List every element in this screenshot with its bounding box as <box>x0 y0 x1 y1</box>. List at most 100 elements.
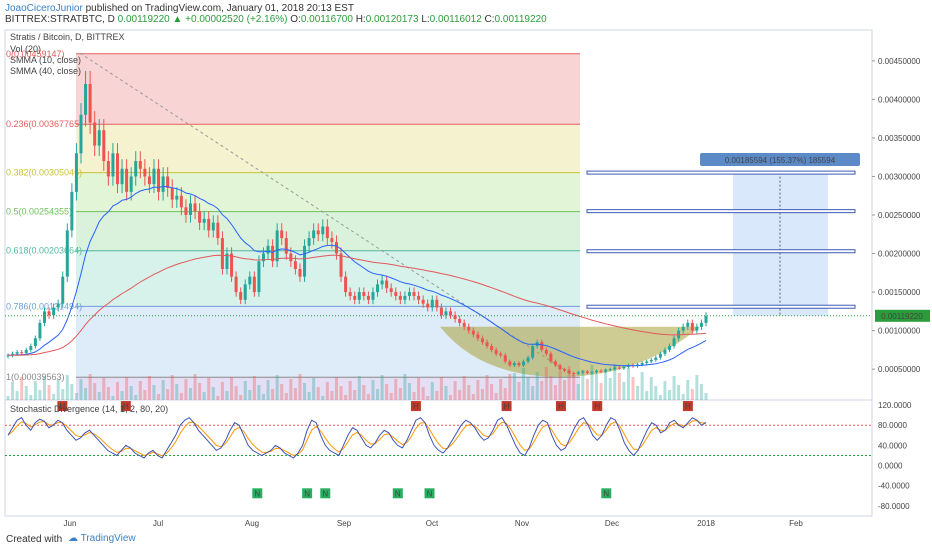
candle-body <box>312 230 316 239</box>
candle-body <box>56 303 60 308</box>
volume-bar <box>376 389 380 400</box>
candle-body <box>503 355 507 362</box>
volume-bar <box>558 371 562 400</box>
volume-bar <box>595 374 599 400</box>
stoch-n-badge-text: N <box>603 489 609 498</box>
volume-bar <box>243 381 247 400</box>
candle-body <box>193 203 197 212</box>
volume-bar <box>61 389 65 400</box>
author-link[interactable]: JoaoCiceroJunior <box>5 3 83 14</box>
candle-body <box>175 195 179 200</box>
x-tick-label: Aug <box>245 519 259 528</box>
volume-bar <box>202 392 206 400</box>
candle-body <box>289 253 293 262</box>
volume-bar <box>120 391 124 400</box>
volume-bar <box>430 382 434 400</box>
candle-body <box>549 353 553 362</box>
candle-body <box>476 334 480 339</box>
volume-bar <box>230 377 234 400</box>
stoch-n-badge-box <box>424 488 435 499</box>
candle-body <box>248 276 252 285</box>
candle-body <box>97 130 101 146</box>
candle-body <box>298 268 302 277</box>
target-level-line <box>586 304 856 309</box>
candle-body <box>599 370 603 372</box>
candle-body <box>499 353 503 356</box>
volume-bar <box>15 391 19 400</box>
candle-body <box>216 222 220 239</box>
fib-label: 0.5(0.00254355) <box>6 207 72 217</box>
candle-body <box>106 161 110 177</box>
volume-bar <box>503 388 507 400</box>
candle-body <box>166 176 170 189</box>
volume-bar <box>129 386 133 400</box>
volume-bar <box>307 392 311 400</box>
x-tick-label: Jul <box>153 519 163 528</box>
stoch-y-tick-label: 0.0000 <box>878 462 903 471</box>
cloud-icon: ☁ <box>68 533 78 544</box>
candle-body <box>303 245 307 277</box>
stoch-n-badge-text: N <box>395 489 401 498</box>
stoch-y-tick-label: 40.0000 <box>878 441 907 450</box>
y-tick-label: 0.00350000 <box>878 134 921 143</box>
change-arrow: ▲ <box>172 14 183 25</box>
volume-bar <box>325 382 329 400</box>
candle-body <box>93 122 97 146</box>
candle-body <box>654 357 658 360</box>
candle-body <box>321 226 325 235</box>
volume-bar <box>535 372 539 400</box>
candle-body <box>389 288 393 293</box>
volume-bar <box>517 382 521 400</box>
smma40-line <box>8 254 707 356</box>
target-level-line <box>586 170 856 175</box>
candle-body <box>147 176 151 185</box>
candle-body <box>613 367 617 370</box>
x-tick-label: Dec <box>605 519 619 528</box>
candle-body <box>211 222 215 231</box>
stoch-h-badge-box <box>410 401 421 412</box>
stoch-y-tick-label: 120.0000 <box>878 401 912 410</box>
volume-bar <box>65 375 69 400</box>
volume-bar <box>88 374 92 400</box>
stoch-k-line <box>7 417 707 459</box>
candle-body <box>33 338 37 347</box>
y-tick-label: 0.00300000 <box>878 172 921 181</box>
volume-bar <box>362 385 366 400</box>
y-tick-label: 0.00050000 <box>878 365 921 374</box>
fib-label: 0.618(0.00203664) <box>6 246 82 256</box>
fib-label: 0.236(0.00367765) <box>6 119 82 129</box>
volume-bar <box>508 374 512 400</box>
candle-body <box>161 176 165 192</box>
candle-body <box>581 371 585 373</box>
volume-bar <box>170 375 174 400</box>
candle-body <box>61 276 65 304</box>
volume-bar <box>166 389 170 400</box>
candle-body <box>517 363 521 366</box>
volume-bar <box>658 395 662 400</box>
volume-bar <box>33 381 37 400</box>
volume-bar <box>188 388 192 400</box>
candle-body <box>330 238 334 242</box>
last-price-tag <box>875 309 930 322</box>
candle-body <box>115 153 119 185</box>
volume-bar <box>334 377 338 400</box>
candle-body <box>485 342 489 347</box>
volume-bar <box>394 379 398 400</box>
candle-body <box>11 353 15 356</box>
candle-body <box>380 280 384 285</box>
candle-body <box>184 207 188 215</box>
candle-body <box>120 168 124 185</box>
tradingview-brand[interactable]: ☁ TradingView <box>68 533 136 544</box>
high-value: 0.00120173 <box>365 14 419 25</box>
volume-bar <box>357 376 361 400</box>
candle-body <box>70 191 74 231</box>
candle-body <box>15 352 19 354</box>
volume-bar <box>389 393 393 400</box>
volume-bar <box>567 366 571 400</box>
volume-bar <box>385 384 389 400</box>
volume-bar <box>563 380 567 400</box>
volume-bar <box>106 387 110 400</box>
chart-canvas[interactable]: 0(0.00459147) 0.236(0.00367765) 0.382(0.00… <box>0 0 932 530</box>
candle-body <box>220 238 224 269</box>
volume-bar <box>690 389 694 400</box>
